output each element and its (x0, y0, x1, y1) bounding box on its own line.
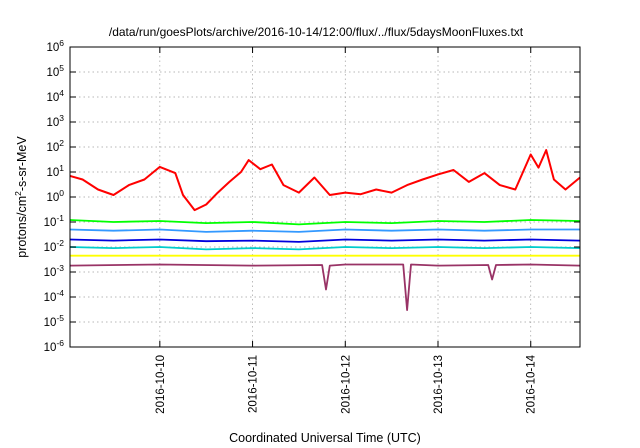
y-tick-label: 10-5 (44, 313, 65, 329)
y-tick-label: 10-3 (44, 263, 65, 279)
x-tick-label: 2016-10-13 (433, 355, 445, 414)
series-line-2 (69, 219, 581, 226)
y-tick-label: 105 (46, 63, 64, 79)
grid-lines (70, 47, 580, 347)
y-tick-label: 104 (46, 88, 64, 104)
y-tick-label: 103 (46, 113, 64, 129)
x-tick-label: 2016-10-10 (155, 355, 167, 414)
x-tick-label: 2016-10-12 (340, 355, 352, 414)
series-line-5 (69, 246, 581, 251)
y-tick-label: 106 (46, 38, 64, 54)
y-tick-label: 101 (46, 163, 64, 179)
x-axis-ticks: 2016-10-10 2016-10-11 2016-10-12 2016-10-13… (155, 47, 538, 414)
series-layer (69, 149, 581, 312)
chart-title: /data/run/goesPlots/archive/2016-10-14/1… (109, 25, 524, 39)
y-tick-label: 10-2 (44, 238, 65, 254)
y-tick-label: 100 (46, 188, 64, 204)
series-line-1 (69, 149, 581, 212)
x-axis-label: Coordinated Universal Time (UTC) (229, 431, 421, 445)
y-tick-label: 10-1 (44, 213, 65, 229)
series-line-4 (69, 238, 581, 243)
x-tick-label: 2016-10-14 (526, 354, 538, 413)
x-tick-label: 2016-10-11 (248, 355, 260, 413)
y-tick-label: 102 (46, 138, 64, 154)
y-tick-label: 10-6 (44, 338, 65, 354)
series-line-3 (69, 228, 580, 233)
y-axis-ticks: 10-6 10-5 10-4 10-3 10-2 10-1 100 101 102 103 104 1… (44, 38, 580, 354)
y-tick-label: 10-4 (44, 288, 65, 304)
series-line-7 (69, 263, 581, 312)
y-axis-label: protons/cm2-s-sr-MeV (13, 136, 29, 258)
